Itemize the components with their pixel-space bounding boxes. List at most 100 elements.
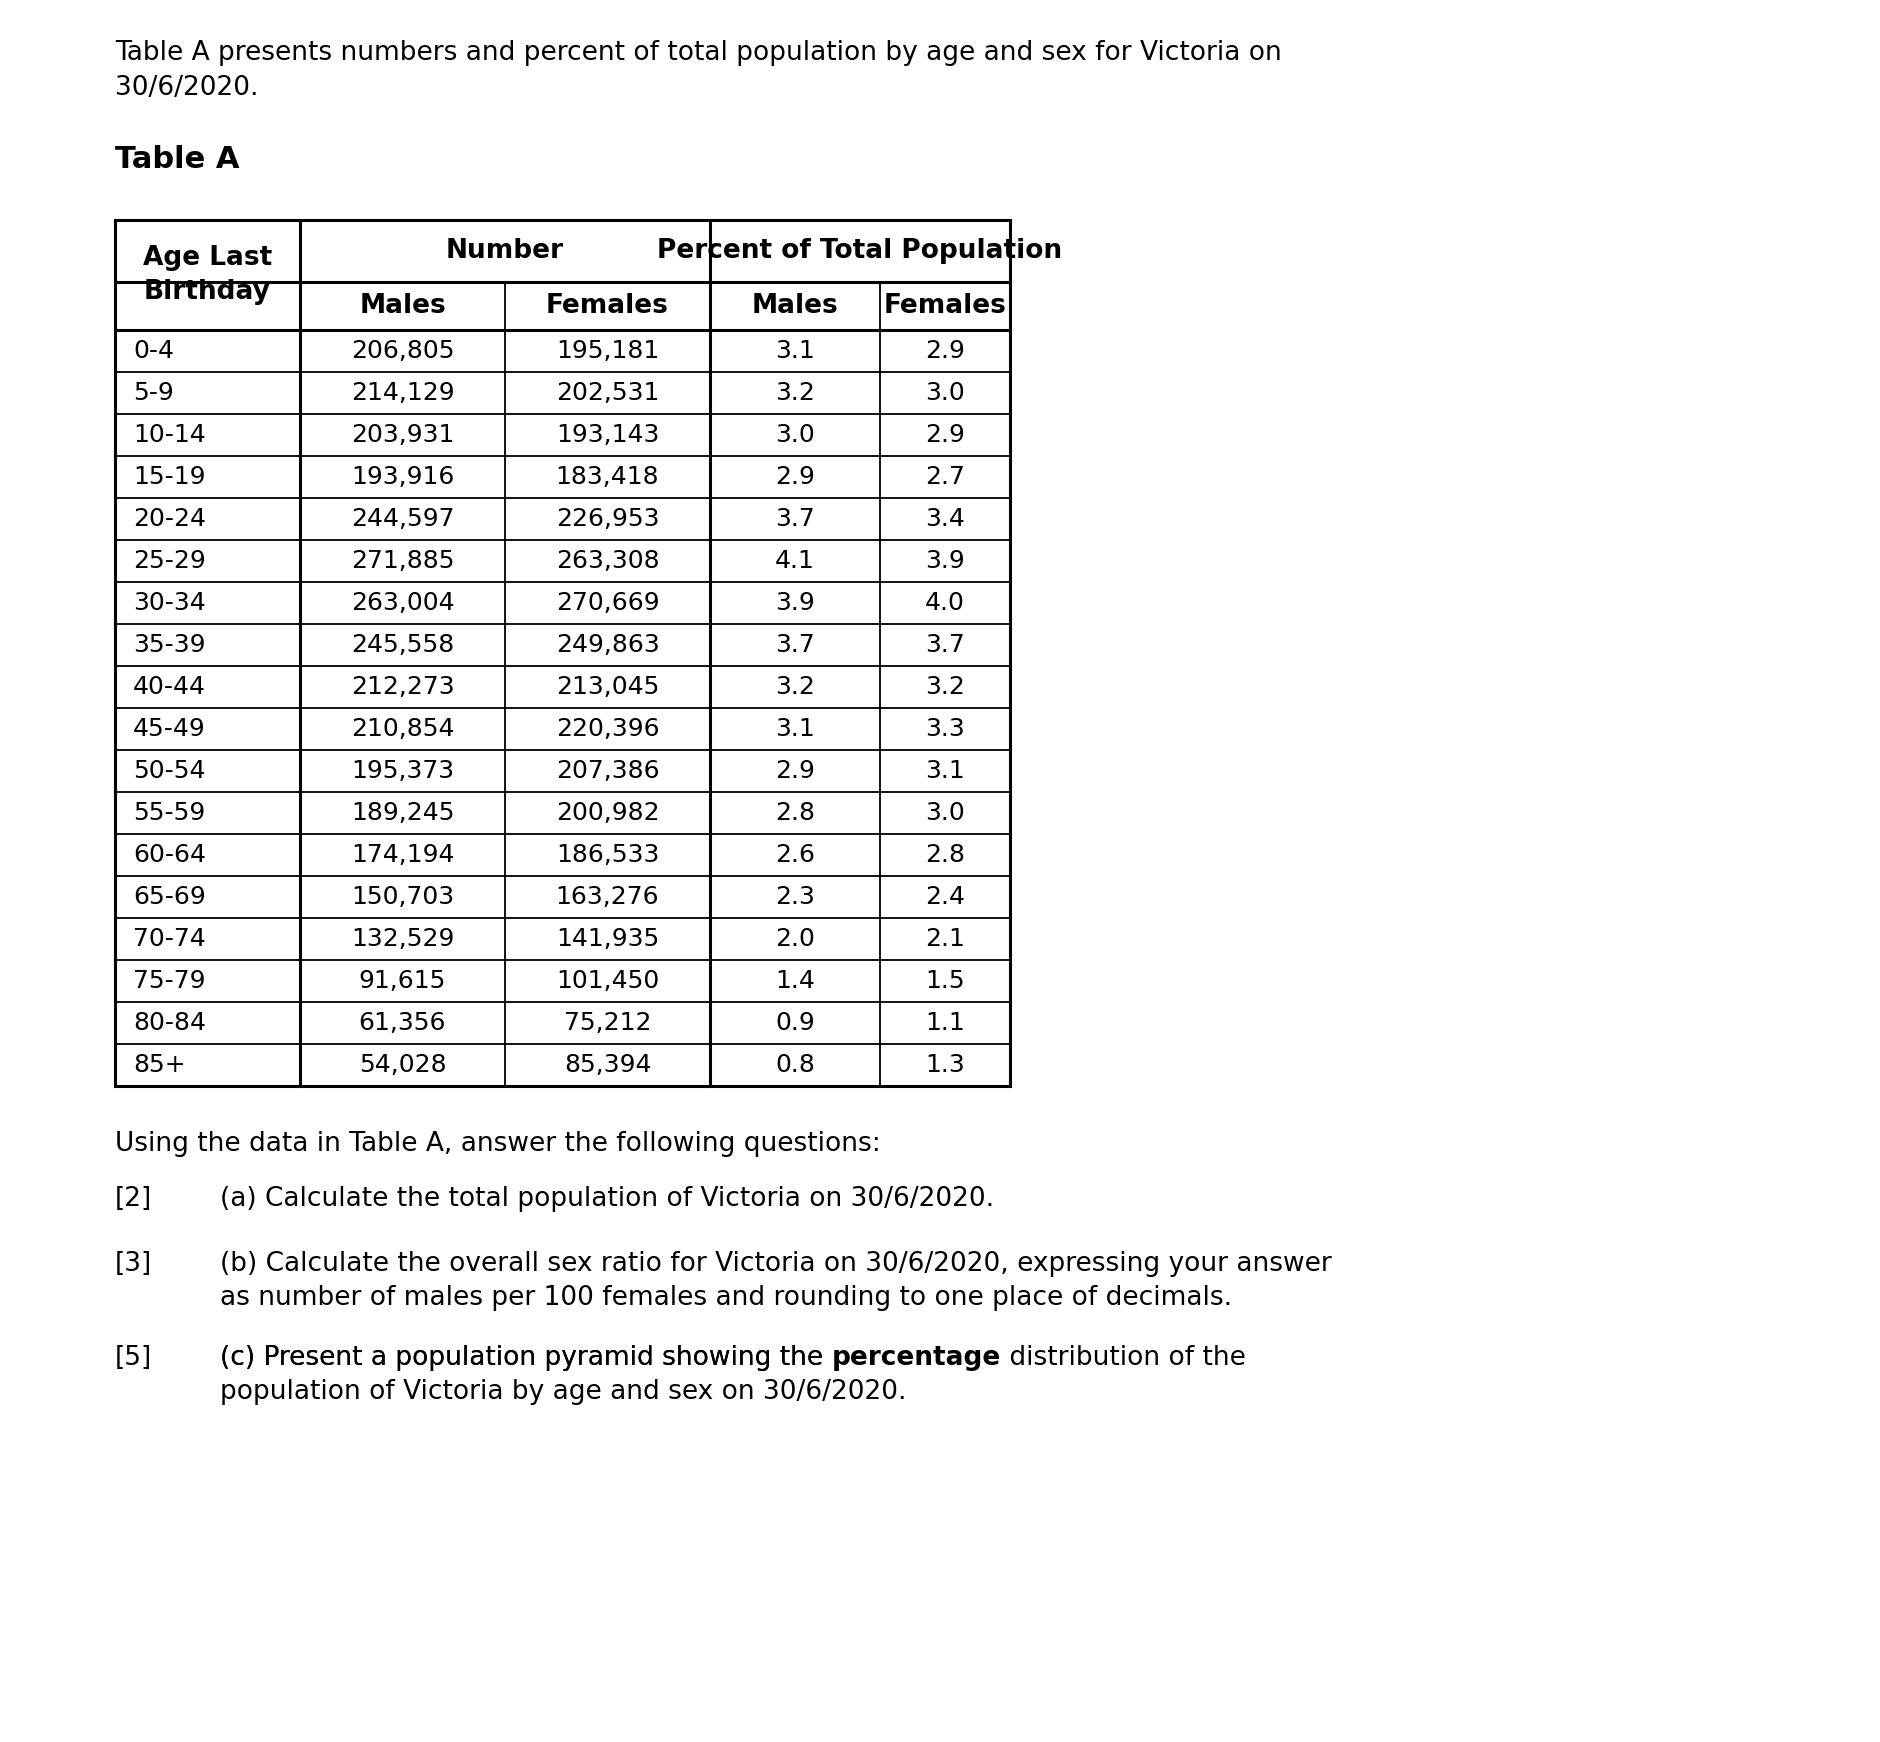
Text: 214,129: 214,129 bbox=[352, 381, 455, 404]
Text: 25-29: 25-29 bbox=[133, 549, 205, 573]
Text: 245,558: 245,558 bbox=[352, 632, 455, 657]
Text: percentage: percentage bbox=[831, 1345, 1000, 1371]
Text: 3.1: 3.1 bbox=[775, 340, 814, 362]
Text: 55-59: 55-59 bbox=[133, 801, 205, 826]
Text: 0.9: 0.9 bbox=[775, 1010, 814, 1035]
Text: 263,004: 263,004 bbox=[352, 591, 455, 615]
Text: 3.2: 3.2 bbox=[925, 674, 964, 699]
Text: 61,356: 61,356 bbox=[359, 1010, 446, 1035]
Text: 10-14: 10-14 bbox=[133, 423, 205, 448]
Text: 200,982: 200,982 bbox=[556, 801, 660, 826]
Text: 1.1: 1.1 bbox=[925, 1010, 964, 1035]
Text: 183,418: 183,418 bbox=[556, 465, 660, 490]
Text: 85,394: 85,394 bbox=[564, 1052, 650, 1077]
Text: 3.9: 3.9 bbox=[925, 549, 964, 573]
Text: 2.3: 2.3 bbox=[775, 885, 814, 909]
Text: Age Last
Birthday: Age Last Birthday bbox=[143, 246, 273, 305]
Text: 189,245: 189,245 bbox=[352, 801, 455, 826]
Text: Males: Males bbox=[359, 293, 446, 319]
Text: Females: Females bbox=[545, 293, 669, 319]
Text: 2.7: 2.7 bbox=[925, 465, 964, 490]
Text: 174,194: 174,194 bbox=[352, 843, 455, 868]
Text: 1.5: 1.5 bbox=[925, 969, 964, 993]
Text: (b) Calculate the overall sex ratio for Victoria on 30/6/2020, expressing your a: (b) Calculate the overall sex ratio for … bbox=[220, 1251, 1331, 1277]
Text: Number: Number bbox=[446, 239, 564, 265]
Text: 2.0: 2.0 bbox=[775, 927, 814, 951]
Text: 150,703: 150,703 bbox=[352, 885, 455, 909]
Text: 75-79: 75-79 bbox=[133, 969, 205, 993]
Text: 2.8: 2.8 bbox=[775, 801, 816, 826]
Text: 2.9: 2.9 bbox=[775, 760, 814, 782]
Text: 163,276: 163,276 bbox=[556, 885, 660, 909]
Text: 54,028: 54,028 bbox=[359, 1052, 446, 1077]
Text: 15-19: 15-19 bbox=[133, 465, 205, 490]
Text: 263,308: 263,308 bbox=[556, 549, 660, 573]
Text: Percent of Total Population: Percent of Total Population bbox=[658, 239, 1062, 265]
Text: 202,531: 202,531 bbox=[556, 381, 660, 404]
Text: 270,669: 270,669 bbox=[556, 591, 660, 615]
Text: 195,373: 195,373 bbox=[352, 760, 455, 782]
Text: Table A: Table A bbox=[115, 145, 239, 174]
Text: 220,396: 220,396 bbox=[556, 718, 660, 740]
Text: 2.9: 2.9 bbox=[775, 465, 814, 490]
Text: 3.2: 3.2 bbox=[775, 381, 814, 404]
Text: Using the data in Table A, answer the following questions:: Using the data in Table A, answer the fo… bbox=[115, 1131, 880, 1157]
Text: 132,529: 132,529 bbox=[352, 927, 455, 951]
Text: 4.0: 4.0 bbox=[925, 591, 964, 615]
Text: 30/6/2020.: 30/6/2020. bbox=[115, 75, 259, 101]
Text: [5]: [5] bbox=[115, 1345, 152, 1371]
Text: 2.8: 2.8 bbox=[925, 843, 964, 868]
Text: 101,450: 101,450 bbox=[556, 969, 660, 993]
Text: 0-4: 0-4 bbox=[133, 340, 175, 362]
Text: 3.3: 3.3 bbox=[925, 718, 964, 740]
Text: (c) Present a population pyramid showing the: (c) Present a population pyramid showing… bbox=[220, 1345, 831, 1371]
Text: 2.6: 2.6 bbox=[775, 843, 816, 868]
Text: 249,863: 249,863 bbox=[556, 632, 660, 657]
Text: 2.1: 2.1 bbox=[925, 927, 964, 951]
Text: 91,615: 91,615 bbox=[359, 969, 446, 993]
Text: 45-49: 45-49 bbox=[133, 718, 205, 740]
Text: 2.9: 2.9 bbox=[925, 423, 964, 448]
Text: (a) Calculate the total population of Victoria on 30/6/2020.: (a) Calculate the total population of Vi… bbox=[220, 1186, 995, 1212]
Text: 2.4: 2.4 bbox=[925, 885, 964, 909]
Text: [3]: [3] bbox=[115, 1251, 152, 1277]
Text: 3.4: 3.4 bbox=[925, 507, 964, 531]
Text: 186,533: 186,533 bbox=[556, 843, 660, 868]
Text: 0.8: 0.8 bbox=[775, 1052, 814, 1077]
Text: 226,953: 226,953 bbox=[556, 507, 660, 531]
Text: 85+: 85+ bbox=[133, 1052, 186, 1077]
Text: 65-69: 65-69 bbox=[133, 885, 205, 909]
Text: 3.0: 3.0 bbox=[925, 801, 964, 826]
Text: 20-24: 20-24 bbox=[133, 507, 207, 531]
Text: distribution of the: distribution of the bbox=[1000, 1345, 1246, 1371]
Text: 3.7: 3.7 bbox=[925, 632, 964, 657]
Text: 4.1: 4.1 bbox=[775, 549, 814, 573]
Text: 3.1: 3.1 bbox=[775, 718, 814, 740]
Text: 1.3: 1.3 bbox=[925, 1052, 964, 1077]
Text: 210,854: 210,854 bbox=[352, 718, 455, 740]
Text: 193,143: 193,143 bbox=[556, 423, 660, 448]
Text: (c) Present a population pyramid showing the: (c) Present a population pyramid showing… bbox=[220, 1345, 831, 1371]
Text: 3.0: 3.0 bbox=[925, 381, 964, 404]
Text: 3.1: 3.1 bbox=[925, 760, 964, 782]
Text: Males: Males bbox=[752, 293, 838, 319]
Text: Females: Females bbox=[884, 293, 1006, 319]
Text: 3.2: 3.2 bbox=[775, 674, 814, 699]
Text: 1.4: 1.4 bbox=[775, 969, 814, 993]
Text: 3.7: 3.7 bbox=[775, 632, 814, 657]
Text: 35-39: 35-39 bbox=[133, 632, 205, 657]
Text: 3.9: 3.9 bbox=[775, 591, 814, 615]
Text: 50-54: 50-54 bbox=[133, 760, 205, 782]
Text: as number of males per 100 females and rounding to one place of decimals.: as number of males per 100 females and r… bbox=[220, 1286, 1231, 1312]
Text: Table A presents numbers and percent of total population by age and sex for Vict: Table A presents numbers and percent of … bbox=[115, 40, 1282, 66]
Text: 3.0: 3.0 bbox=[775, 423, 814, 448]
Text: 3.7: 3.7 bbox=[775, 507, 814, 531]
Text: 75,212: 75,212 bbox=[564, 1010, 650, 1035]
Text: 60-64: 60-64 bbox=[133, 843, 207, 868]
Text: 30-34: 30-34 bbox=[133, 591, 205, 615]
Text: 141,935: 141,935 bbox=[556, 927, 660, 951]
Text: 195,181: 195,181 bbox=[556, 340, 660, 362]
Text: 207,386: 207,386 bbox=[556, 760, 660, 782]
Text: 2.9: 2.9 bbox=[925, 340, 964, 362]
Text: [2]: [2] bbox=[115, 1186, 152, 1212]
